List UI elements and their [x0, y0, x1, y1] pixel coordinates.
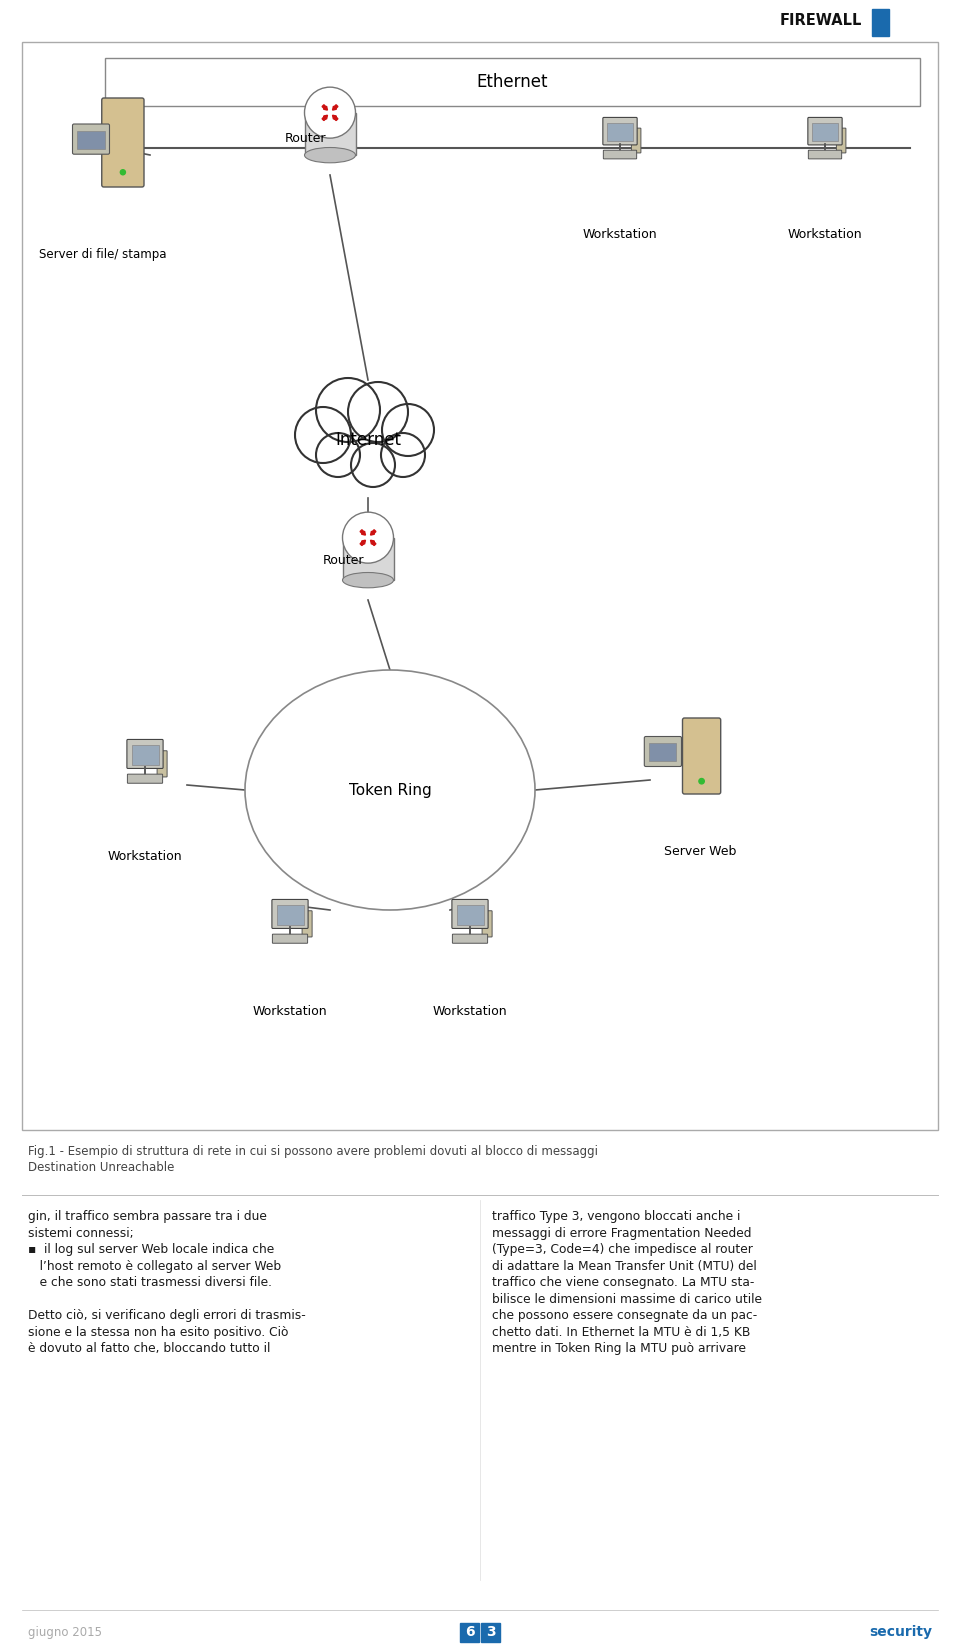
FancyArrow shape: [360, 540, 366, 545]
Circle shape: [699, 779, 705, 784]
Text: Workstation: Workstation: [583, 228, 658, 241]
FancyArrow shape: [371, 530, 376, 535]
Text: Internet: Internet: [335, 431, 401, 449]
FancyBboxPatch shape: [808, 150, 842, 158]
Text: che possono essere consegnate da un pac-: che possono essere consegnate da un pac-: [492, 1309, 757, 1322]
Circle shape: [343, 512, 394, 563]
Text: l’host remoto è collegato al server Web: l’host remoto è collegato al server Web: [28, 1260, 281, 1273]
Text: e che sono stati trasmessi diversi file.: e che sono stati trasmessi diversi file.: [28, 1276, 272, 1289]
Text: Server Web: Server Web: [663, 845, 736, 859]
Text: messaggi di errore Fragmentation Needed: messaggi di errore Fragmentation Needed: [492, 1227, 752, 1240]
FancyArrow shape: [332, 116, 338, 121]
FancyBboxPatch shape: [452, 934, 488, 943]
Text: è dovuto al fatto che, bloccando tutto il: è dovuto al fatto che, bloccando tutto i…: [28, 1342, 271, 1355]
Text: ▪  il log sul server Web locale indica che: ▪ il log sul server Web locale indica ch…: [28, 1243, 275, 1256]
Text: chetto dati. In Ethernet la MTU è di 1,5 KB: chetto dati. In Ethernet la MTU è di 1,5…: [492, 1326, 751, 1339]
FancyBboxPatch shape: [128, 774, 162, 783]
Bar: [22, 41, 938, 1129]
Text: 3: 3: [486, 1625, 495, 1639]
FancyBboxPatch shape: [132, 745, 158, 764]
Ellipse shape: [343, 573, 394, 588]
FancyBboxPatch shape: [603, 150, 636, 158]
Text: traffico che viene consegnato. La MTU sta-: traffico che viene consegnato. La MTU st…: [492, 1276, 755, 1289]
Text: Server di file/ stampa: Server di file/ stampa: [39, 248, 167, 261]
Text: (Type=3, Code=4) che impedisce al router: (Type=3, Code=4) che impedisce al router: [492, 1243, 753, 1256]
Circle shape: [295, 408, 351, 462]
FancyBboxPatch shape: [632, 129, 641, 154]
Bar: [460, 1623, 479, 1641]
Text: 6: 6: [465, 1625, 474, 1639]
Text: gin, il traffico sembra passare tra i due: gin, il traffico sembra passare tra i du…: [28, 1210, 267, 1223]
Bar: [481, 1623, 500, 1641]
Circle shape: [348, 381, 408, 442]
Text: Destination Unreachable: Destination Unreachable: [28, 1161, 175, 1174]
FancyBboxPatch shape: [644, 736, 682, 766]
Circle shape: [316, 433, 360, 477]
Text: traffico Type 3, vengono bloccati anche i: traffico Type 3, vengono bloccati anche …: [492, 1210, 740, 1223]
FancyBboxPatch shape: [457, 905, 484, 925]
Text: Token Ring: Token Ring: [348, 783, 431, 797]
Text: security: security: [869, 1625, 932, 1639]
Text: mentre in Token Ring la MTU può arrivare: mentre in Token Ring la MTU può arrivare: [492, 1342, 746, 1355]
FancyBboxPatch shape: [304, 112, 355, 155]
Text: Workstation: Workstation: [433, 1005, 507, 1019]
Text: Workstation: Workstation: [788, 228, 862, 241]
FancyBboxPatch shape: [649, 743, 677, 761]
Bar: [872, 8, 889, 36]
Text: sistemi connessi;: sistemi connessi;: [28, 1227, 133, 1240]
Ellipse shape: [245, 670, 535, 910]
FancyBboxPatch shape: [683, 718, 721, 794]
Bar: [105, 58, 920, 106]
Circle shape: [120, 170, 126, 175]
FancyBboxPatch shape: [603, 117, 637, 145]
FancyBboxPatch shape: [808, 117, 842, 145]
FancyBboxPatch shape: [102, 97, 144, 187]
FancyArrow shape: [323, 104, 327, 111]
Circle shape: [304, 88, 355, 139]
Text: Router: Router: [323, 553, 365, 566]
Text: Workstation: Workstation: [252, 1005, 327, 1019]
Text: FIREWALL: FIREWALL: [780, 13, 862, 28]
FancyArrow shape: [332, 104, 338, 111]
Ellipse shape: [304, 147, 355, 163]
FancyBboxPatch shape: [272, 900, 308, 928]
Text: Ethernet: Ethernet: [477, 73, 548, 91]
Circle shape: [381, 433, 425, 477]
FancyBboxPatch shape: [157, 751, 167, 778]
FancyArrow shape: [360, 530, 366, 535]
FancyBboxPatch shape: [836, 129, 846, 154]
Text: giugno 2015: giugno 2015: [28, 1626, 102, 1638]
Text: bilisce le dimensioni massime di carico utile: bilisce le dimensioni massime di carico …: [492, 1293, 762, 1306]
FancyArrow shape: [323, 116, 327, 121]
FancyBboxPatch shape: [276, 905, 303, 925]
Text: di adattare la Mean Transfer Unit (MTU) del: di adattare la Mean Transfer Unit (MTU) …: [492, 1260, 756, 1273]
FancyBboxPatch shape: [482, 911, 492, 938]
Text: Workstation: Workstation: [108, 850, 182, 863]
FancyArrow shape: [371, 540, 376, 545]
FancyBboxPatch shape: [127, 740, 163, 768]
Text: sione e la stessa non ha esito positivo. Ciò: sione e la stessa non ha esito positivo.…: [28, 1326, 289, 1339]
Circle shape: [351, 442, 395, 487]
Text: Detto ciò, si verificano degli errori di trasmis-: Detto ciò, si verificano degli errori di…: [28, 1309, 305, 1322]
FancyBboxPatch shape: [78, 130, 105, 149]
FancyBboxPatch shape: [73, 124, 109, 154]
FancyBboxPatch shape: [452, 900, 488, 928]
FancyBboxPatch shape: [343, 538, 394, 580]
FancyBboxPatch shape: [273, 934, 307, 943]
Circle shape: [382, 404, 434, 456]
FancyBboxPatch shape: [608, 122, 633, 142]
Circle shape: [316, 378, 380, 442]
FancyBboxPatch shape: [302, 911, 312, 938]
Text: Fig.1 - Esempio di struttura di rete in cui si possono avere problemi dovuti al : Fig.1 - Esempio di struttura di rete in …: [28, 1146, 598, 1157]
Text: Router: Router: [285, 132, 326, 145]
FancyBboxPatch shape: [812, 122, 838, 142]
